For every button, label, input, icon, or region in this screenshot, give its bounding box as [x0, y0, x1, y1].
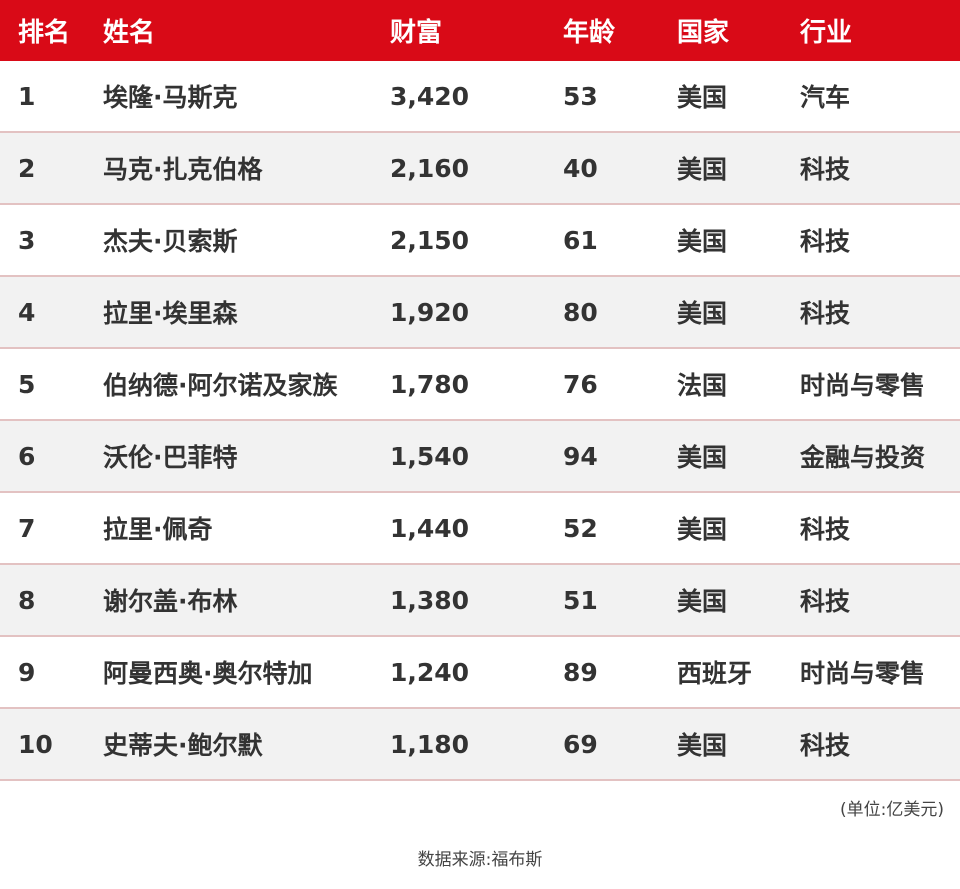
cell-rank: 3 — [18, 225, 36, 255]
cell-industry: 金融与投资 — [800, 443, 926, 472]
table-row: 6 沃伦·巴菲特 1,540 94 美国 金融与投资 — [0, 421, 960, 493]
cell-rank: 1 — [18, 81, 36, 111]
cell-industry: 时尚与零售 — [800, 371, 926, 400]
header-wealth: 财富 — [390, 18, 443, 48]
cell-age: 94 — [563, 441, 598, 471]
cell-name: 谢尔盖·布林 — [103, 587, 238, 616]
cell-rank: 9 — [18, 657, 36, 687]
cell-name: 史蒂夫·鲍尔默 — [103, 731, 263, 760]
cell-age: 53 — [563, 81, 598, 111]
cell-age: 52 — [563, 513, 598, 543]
cell-country: 美国 — [677, 515, 728, 544]
table-row: 3 杰夫·贝索斯 2,150 61 美国 科技 — [0, 205, 960, 277]
table-header: 排名 姓名 财富 年龄 国家 行业 — [0, 0, 960, 61]
source-note: 数据来源:福布斯 — [417, 850, 543, 870]
cell-rank: 6 — [18, 441, 36, 471]
cell-age: 40 — [563, 153, 598, 183]
cell-industry: 汽车 — [800, 83, 851, 112]
cell-country: 美国 — [677, 587, 728, 616]
header-country: 国家 — [677, 18, 730, 48]
cell-age: 76 — [563, 369, 598, 399]
table-row: 2 马克·扎克伯格 2,160 40 美国 科技 — [0, 133, 960, 205]
cell-country: 美国 — [677, 299, 728, 328]
cell-country: 美国 — [677, 83, 728, 112]
cell-name: 阿曼西奥·奥尔特加 — [103, 659, 313, 688]
cell-rank: 10 — [18, 729, 53, 759]
cell-wealth: 1,180 — [390, 729, 470, 759]
header-name: 姓名 — [103, 18, 156, 48]
cell-name: 马克·扎克伯格 — [103, 155, 263, 184]
cell-wealth: 2,150 — [390, 225, 470, 255]
unit-note: (单位:亿美元) — [840, 800, 944, 820]
cell-country: 美国 — [677, 731, 728, 760]
cell-wealth: 1,440 — [390, 513, 470, 543]
cell-wealth: 2,160 — [390, 153, 470, 183]
cell-rank: 4 — [18, 297, 36, 327]
cell-country: 美国 — [677, 443, 728, 472]
table-row: 4 拉里·埃里森 1,920 80 美国 科技 — [0, 277, 960, 349]
cell-age: 61 — [563, 225, 598, 255]
cell-wealth: 1,240 — [390, 657, 470, 687]
cell-name: 拉里·埃里森 — [103, 299, 238, 328]
cell-industry: 科技 — [800, 299, 851, 328]
cell-rank: 8 — [18, 585, 36, 615]
cell-wealth: 1,380 — [390, 585, 470, 615]
cell-wealth: 1,540 — [390, 441, 470, 471]
cell-age: 51 — [563, 585, 598, 615]
cell-wealth: 1,780 — [390, 369, 470, 399]
cell-industry: 科技 — [800, 587, 851, 616]
cell-industry: 时尚与零售 — [800, 659, 926, 688]
cell-country: 美国 — [677, 227, 728, 256]
table-row: 1 埃隆·马斯克 3,420 53 美国 汽车 — [0, 61, 960, 133]
cell-industry: 科技 — [800, 515, 851, 544]
table-row: 10 史蒂夫·鲍尔默 1,180 69 美国 科技 — [0, 709, 960, 781]
cell-wealth: 3,420 — [390, 81, 470, 111]
table-row: 9 阿曼西奥·奥尔特加 1,240 89 西班牙 时尚与零售 — [0, 637, 960, 709]
cell-name: 伯纳德·阿尔诺及家族 — [103, 371, 338, 400]
cell-country: 美国 — [677, 155, 728, 184]
cell-wealth: 1,920 — [390, 297, 470, 327]
header-industry: 行业 — [800, 18, 853, 48]
cell-industry: 科技 — [800, 227, 851, 256]
cell-age: 80 — [563, 297, 598, 327]
cell-age: 89 — [563, 657, 598, 687]
cell-country: 西班牙 — [677, 659, 753, 688]
cell-name: 杰夫·贝索斯 — [103, 227, 238, 256]
cell-industry: 科技 — [800, 731, 851, 760]
header-rank: 排名 — [18, 18, 71, 48]
table-row: 5 伯纳德·阿尔诺及家族 1,780 76 法国 时尚与零售 — [0, 349, 960, 421]
cell-name: 拉里·佩奇 — [103, 515, 213, 544]
table-row: 7 拉里·佩奇 1,440 52 美国 科技 — [0, 493, 960, 565]
cell-rank: 7 — [18, 513, 36, 543]
cell-rank: 2 — [18, 153, 36, 183]
cell-name: 埃隆·马斯克 — [103, 83, 238, 112]
header-age: 年龄 — [563, 18, 616, 48]
cell-rank: 5 — [18, 369, 36, 399]
table-row: 8 谢尔盖·布林 1,380 51 美国 科技 — [0, 565, 960, 637]
cell-age: 69 — [563, 729, 598, 759]
cell-country: 法国 — [677, 371, 728, 400]
billionaire-table: 排名 姓名 财富 年龄 国家 行业 1 埃隆·马斯克 3,420 53 美国 汽车 2 马克·… — [0, 0, 960, 781]
cell-industry: 科技 — [800, 155, 851, 184]
cell-name: 沃伦·巴菲特 — [103, 443, 238, 472]
